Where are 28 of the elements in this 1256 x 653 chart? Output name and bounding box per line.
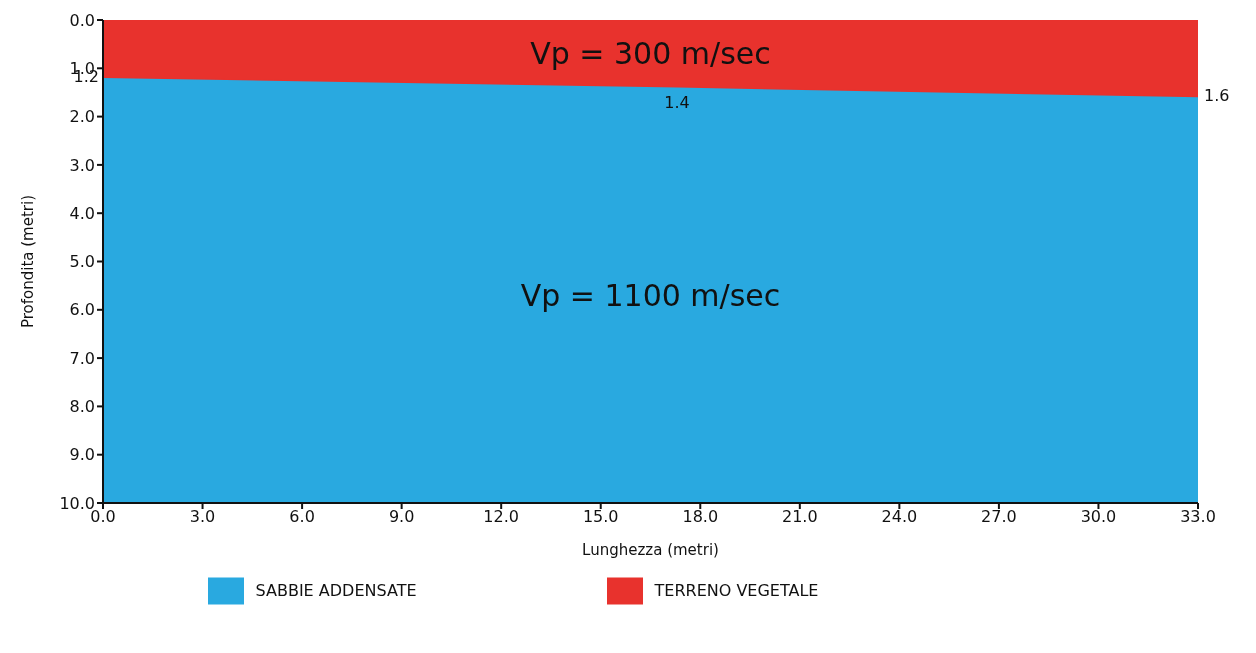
x-tick-label: 12.0 <box>483 507 519 527</box>
y-tick-label: 5.0 <box>69 252 95 272</box>
data-label: 1.4 <box>664 92 690 112</box>
x-tick-label: 21.0 <box>782 507 818 527</box>
x-tick-label: 27.0 <box>981 507 1017 527</box>
x-tick-label: 15.0 <box>582 507 619 527</box>
data-label: 1.6 <box>1204 86 1230 106</box>
x-tick-label: 3.0 <box>189 507 216 527</box>
x-tick-label: 6.0 <box>289 507 315 527</box>
y-tick-label: 2.0 <box>69 107 95 127</box>
y-tick-label: 0.0 <box>69 10 95 30</box>
x-axis-title: Lunghezza (metri) <box>582 541 719 559</box>
y-tick-label: 7.0 <box>69 348 95 368</box>
y-tick-label: 8.0 <box>69 397 95 417</box>
y-tick-label: 4.0 <box>69 203 95 223</box>
legend-label: SABBIE ADDENSATE <box>255 580 417 600</box>
x-tick-label: 30.0 <box>1080 507 1117 527</box>
y-tick-label: 3.0 <box>69 155 95 175</box>
x-tick-label: 24.0 <box>881 507 918 527</box>
x-tick-label: 33.0 <box>1180 507 1216 527</box>
y-tick-label: 9.0 <box>69 445 95 465</box>
annotation: Vp = 1100 m/sec <box>520 277 781 313</box>
annotation: Vp = 300 m/sec <box>530 36 771 72</box>
legend-label: TERRENO VEGETALE <box>654 580 819 600</box>
y-tick-label: 6.0 <box>69 300 95 320</box>
y-axis-title: Profondita (metri) <box>19 194 38 329</box>
x-tick-label: 18.0 <box>682 507 719 527</box>
x-tick-label: 9.0 <box>388 507 415 527</box>
